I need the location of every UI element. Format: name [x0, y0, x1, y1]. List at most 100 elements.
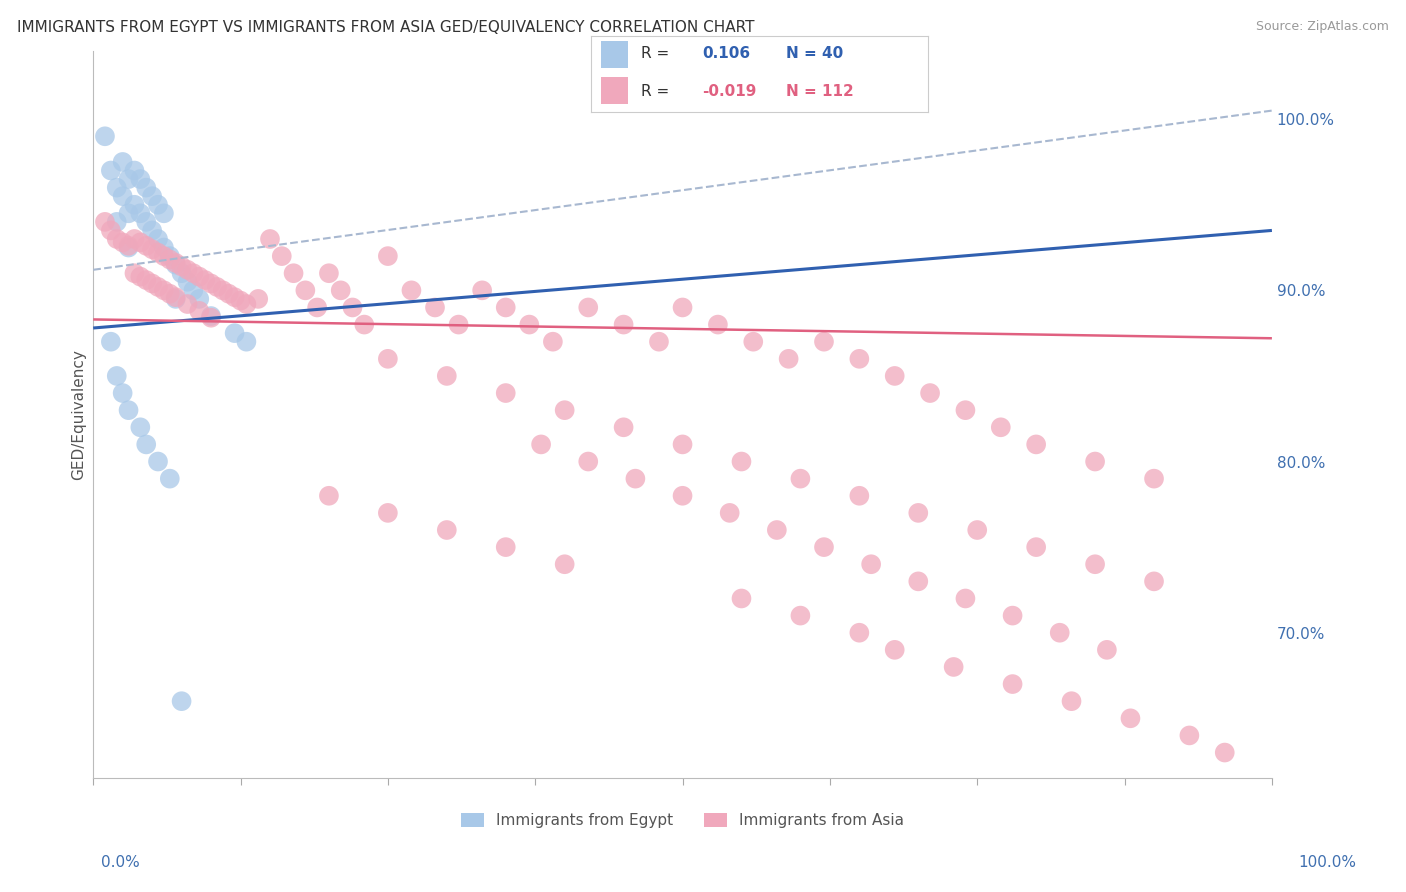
- Point: [436, 368, 458, 383]
- Point: [159, 472, 181, 486]
- Point: [318, 489, 340, 503]
- Point: [135, 180, 157, 194]
- Point: [377, 351, 399, 366]
- Point: [135, 239, 157, 253]
- Point: [1025, 540, 1047, 554]
- Point: [211, 283, 233, 297]
- Point: [270, 249, 292, 263]
- Point: [813, 334, 835, 349]
- Text: N = 112: N = 112: [786, 84, 853, 99]
- Point: [176, 297, 198, 311]
- Point: [671, 437, 693, 451]
- Point: [648, 334, 671, 349]
- Point: [153, 241, 176, 255]
- Point: [205, 280, 228, 294]
- Bar: [600, 41, 627, 68]
- Point: [447, 318, 470, 332]
- Text: IMMIGRANTS FROM EGYPT VS IMMIGRANTS FROM ASIA GED/EQUIVALENCY CORRELATION CHART: IMMIGRANTS FROM EGYPT VS IMMIGRANTS FROM…: [17, 20, 755, 35]
- Point: [342, 301, 364, 315]
- Point: [848, 625, 870, 640]
- Point: [541, 334, 564, 349]
- Point: [105, 180, 128, 194]
- Text: 100.0%: 100.0%: [1299, 855, 1357, 870]
- Point: [146, 245, 169, 260]
- Point: [176, 262, 198, 277]
- Point: [789, 608, 811, 623]
- Point: [100, 223, 122, 237]
- Point: [146, 280, 169, 294]
- Point: [883, 643, 905, 657]
- Point: [813, 540, 835, 554]
- Point: [1178, 728, 1201, 742]
- Point: [117, 172, 139, 186]
- Point: [671, 301, 693, 315]
- Point: [165, 256, 187, 270]
- Point: [124, 163, 146, 178]
- Point: [124, 232, 146, 246]
- Point: [624, 472, 647, 486]
- Point: [188, 304, 211, 318]
- Bar: [600, 78, 627, 104]
- Point: [146, 454, 169, 468]
- Point: [194, 273, 217, 287]
- Point: [200, 277, 222, 291]
- Point: [259, 232, 281, 246]
- Point: [671, 489, 693, 503]
- Point: [1049, 625, 1071, 640]
- Point: [183, 283, 205, 297]
- Point: [159, 286, 181, 301]
- Point: [141, 189, 163, 203]
- Text: -0.019: -0.019: [702, 84, 756, 99]
- Point: [848, 489, 870, 503]
- Text: 0.106: 0.106: [702, 46, 749, 62]
- Point: [955, 403, 977, 417]
- Point: [135, 437, 157, 451]
- Point: [170, 694, 193, 708]
- Text: N = 40: N = 40: [786, 46, 844, 62]
- Point: [1084, 454, 1107, 468]
- Point: [100, 334, 122, 349]
- Point: [1095, 643, 1118, 657]
- Point: [707, 318, 730, 332]
- Point: [883, 368, 905, 383]
- Point: [141, 277, 163, 291]
- Point: [129, 206, 152, 220]
- Point: [117, 206, 139, 220]
- Point: [423, 301, 446, 315]
- Point: [129, 420, 152, 434]
- Point: [117, 239, 139, 253]
- Point: [436, 523, 458, 537]
- Point: [129, 269, 152, 284]
- Point: [554, 558, 576, 572]
- Point: [1025, 437, 1047, 451]
- Point: [94, 129, 117, 144]
- Point: [94, 215, 117, 229]
- Point: [224, 290, 246, 304]
- Point: [153, 249, 176, 263]
- Point: [318, 266, 340, 280]
- Point: [200, 310, 222, 325]
- Point: [283, 266, 305, 280]
- Point: [141, 242, 163, 256]
- Point: [307, 301, 329, 315]
- Point: [576, 454, 599, 468]
- Point: [235, 297, 257, 311]
- Point: [495, 386, 517, 401]
- Point: [170, 260, 193, 274]
- Point: [117, 241, 139, 255]
- Point: [170, 266, 193, 280]
- Point: [105, 232, 128, 246]
- Point: [105, 368, 128, 383]
- Point: [353, 318, 375, 332]
- Point: [1001, 677, 1024, 691]
- Point: [235, 334, 257, 349]
- Point: [100, 163, 122, 178]
- Point: [111, 189, 134, 203]
- Text: 0.0%: 0.0%: [101, 855, 141, 870]
- Point: [907, 574, 929, 589]
- Point: [920, 386, 942, 401]
- Point: [229, 293, 252, 308]
- Point: [129, 172, 152, 186]
- Point: [176, 275, 198, 289]
- Point: [377, 249, 399, 263]
